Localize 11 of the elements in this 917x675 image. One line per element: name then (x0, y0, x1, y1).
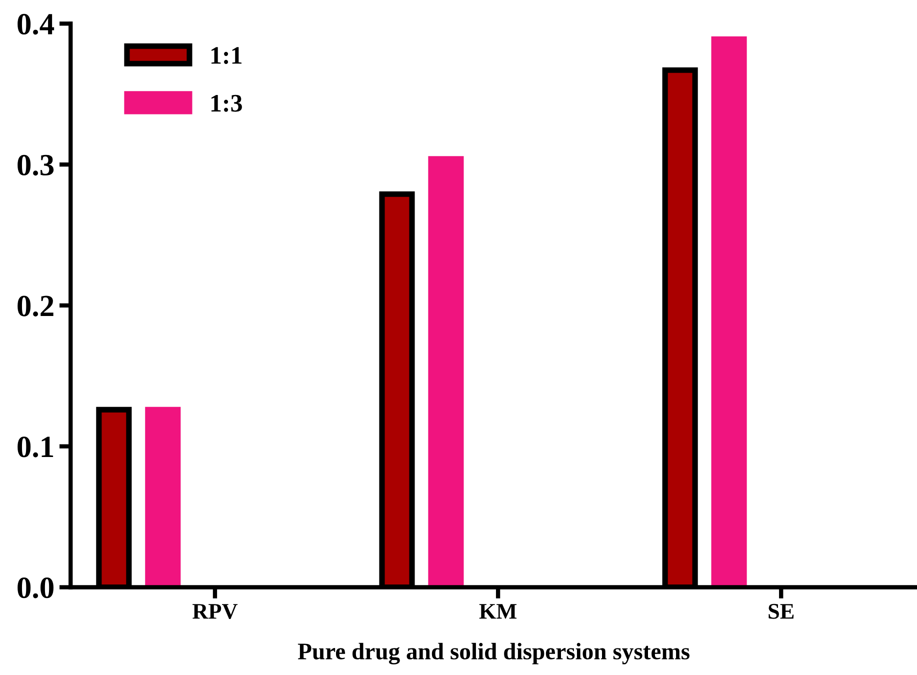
y-tick-label: 0.4 (18, 14, 54, 35)
x-tick-label: KM (479, 604, 517, 619)
y-tick-label: 0.1 (18, 436, 54, 458)
x-tick-label: RPV (192, 604, 238, 619)
x-tick-label: SE (768, 604, 794, 619)
y-tick-label: 0.3 (18, 154, 54, 176)
y-tick-label: 0.2 (18, 296, 54, 316)
legend-label: 1:3 (211, 94, 242, 112)
legend-label: 1:1 (211, 47, 242, 64)
x-axis-title: Pure drug and solid dispersion systems (298, 642, 690, 664)
y-tick-label: 0.0 (18, 578, 54, 598)
